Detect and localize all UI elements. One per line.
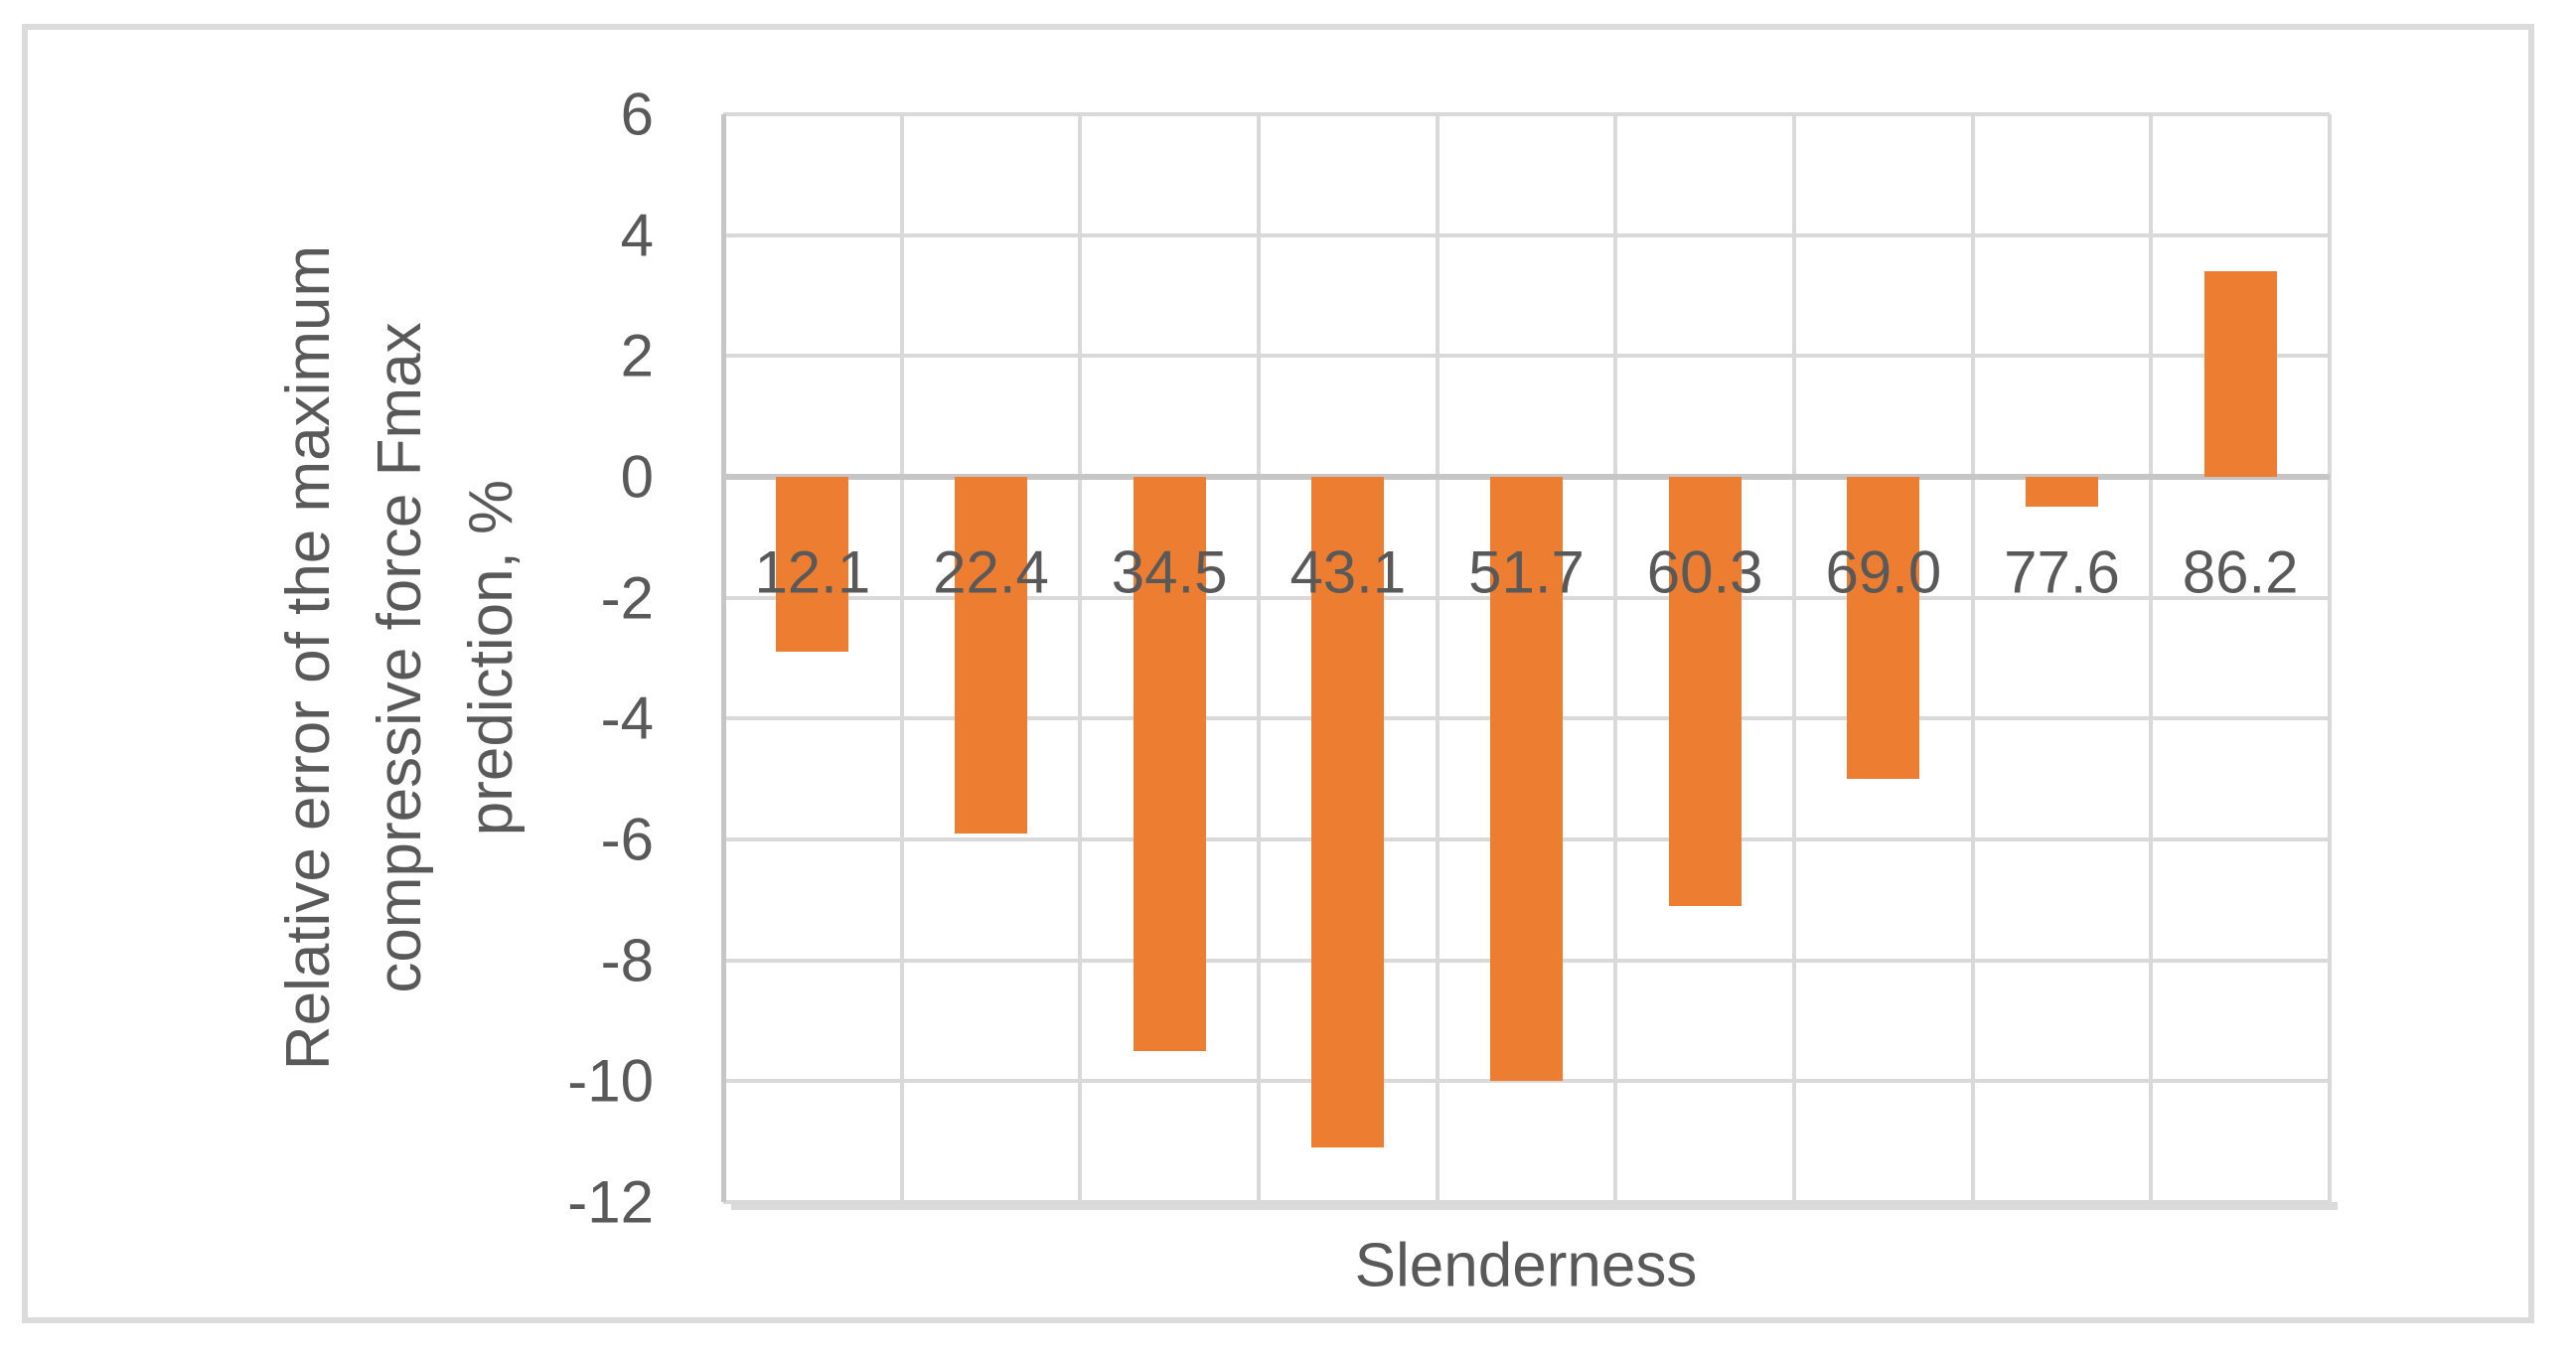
category-label-34.5: 34.5 [1111,538,1228,606]
category-axis-line [723,473,2330,480]
chart-figure-border [22,24,2534,1323]
bar-34.5 [1133,477,1206,1051]
value-axis-line [721,114,726,1202]
category-label-69.0: 69.0 [1825,538,1942,606]
y-tick-label--4: -4 [600,684,654,752]
y-tick-label--6: -6 [600,806,654,873]
h-gridline-4 [723,232,2330,237]
y-tick-label--8: -8 [600,927,654,994]
plot-bottom-shadow [731,1202,2338,1210]
bar-86.2 [2203,271,2277,477]
y-axis-title-line: prediction, % [457,479,526,836]
category-label-22.4: 22.4 [933,538,1049,606]
bar-51.7 [1490,477,1563,1082]
v-gridline-4 [1435,114,1440,1202]
v-gridline-3 [1256,114,1261,1202]
category-label-86.2: 86.2 [2182,538,2299,606]
h-gridline--10 [723,1079,2330,1084]
h-gridline-2 [723,354,2330,359]
y-tick-label-4: 4 [620,202,654,269]
category-label-12.1: 12.1 [754,538,871,606]
category-label-60.3: 60.3 [1646,538,1763,606]
v-gridline-9 [2328,114,2332,1202]
bar-43.1 [1311,477,1385,1148]
bar-69.0 [1847,477,1920,780]
bar-12.1 [776,477,849,653]
bar-60.3 [1668,477,1742,906]
y-tick-label--10: -10 [567,1047,654,1115]
v-gridline-2 [1078,114,1083,1202]
v-gridline-1 [899,114,904,1202]
h-gridline--12 [723,1200,2330,1204]
h-gridline-6 [723,112,2330,116]
v-gridline-5 [1613,114,1618,1202]
v-gridline-6 [1791,114,1796,1202]
y-tick-label--12: -12 [567,1168,654,1236]
category-label-43.1: 43.1 [1289,538,1407,606]
y-tick-label--2: -2 [600,564,654,632]
y-tick-label-2: 2 [620,322,654,389]
y-axis-title: Relative error of the maximum compressiv… [263,245,537,1070]
bar-22.4 [954,477,1027,834]
y-tick-label-0: 0 [620,443,654,511]
y-axis-title-line: compressive force Fmax [366,322,434,993]
v-gridline-8 [2149,114,2154,1202]
y-tick-label-6: 6 [620,80,654,148]
y-axis-title-line: Relative error of the maximum [274,244,343,1071]
bar-77.6 [2026,477,2098,508]
plot-area: 12.1 22.4 34.5 43.1 51.7 60.3 69.0 77.6 86.2 [721,112,2338,1210]
y-axis-tick-labels: 6 4 2 0 -2 -4 -6 -8 -10 -12 [0,81,654,1236]
category-label-77.6: 77.6 [2004,538,2120,606]
v-gridline-7 [1970,114,1975,1202]
category-label-51.7: 51.7 [1468,538,1585,606]
x-axis-title: Slenderness [1354,1231,1698,1300]
